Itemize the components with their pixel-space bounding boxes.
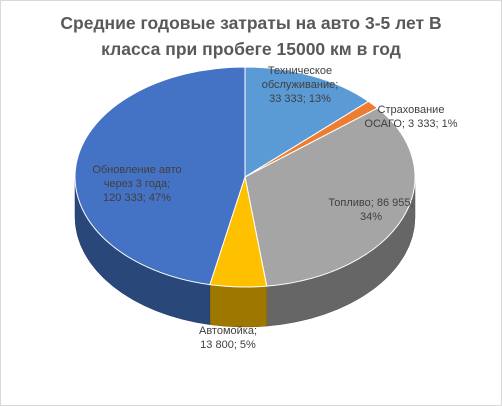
chart-title: Средние годовые затраты на авто 3-5 лет … bbox=[0, 10, 502, 62]
label-renewal: Обновление авто через 3 года; 120 333; 4… bbox=[78, 163, 196, 205]
label-renewal-line-2: через 3 года; bbox=[103, 178, 171, 190]
label-maintenance-line-2: обслуживание; bbox=[261, 79, 339, 91]
label-maintenance-line-3: 33 333; 13% bbox=[269, 93, 331, 105]
pie-slice-обновление-авто-через-3-года[interactable] bbox=[74, 66, 246, 286]
pie-slice-топливо[interactable] bbox=[244, 107, 416, 287]
pie-side-автомойка bbox=[209, 284, 267, 328]
label-maintenance: Техническое обслуживание; 33 333; 13% bbox=[248, 64, 352, 106]
label-carwash: Автомойка; 13 800; 5% bbox=[182, 324, 274, 352]
label-renewal-line-3: 120 333; 47% bbox=[103, 192, 171, 204]
chart-title-line-2: класса при пробеге 15000 км в год bbox=[101, 39, 401, 59]
label-carwash-line-1: Автомойка; bbox=[198, 325, 258, 337]
pie-slice-техническое-обслуживание[interactable] bbox=[244, 66, 370, 178]
label-carwash-line-2: 13 800; 5% bbox=[200, 339, 256, 351]
label-insurance: Страхование ОСАГО; 3 333; 1% bbox=[355, 103, 467, 131]
label-fuel-line-2: 34% bbox=[359, 211, 383, 223]
label-fuel-line-1: Топливо; 86 955; bbox=[328, 197, 414, 209]
label-maintenance-line-1: Техническое bbox=[267, 65, 333, 77]
label-renewal-line-1: Обновление авто bbox=[92, 164, 182, 176]
label-fuel: Топливо; 86 955; 34% bbox=[312, 196, 430, 224]
label-insurance-line-1: Страхование bbox=[377, 104, 445, 116]
label-insurance-line-2: ОСАГО; 3 333; 1% bbox=[364, 118, 458, 130]
chart-title-line-1: Средние годовые затраты на авто 3-5 лет … bbox=[60, 13, 442, 33]
